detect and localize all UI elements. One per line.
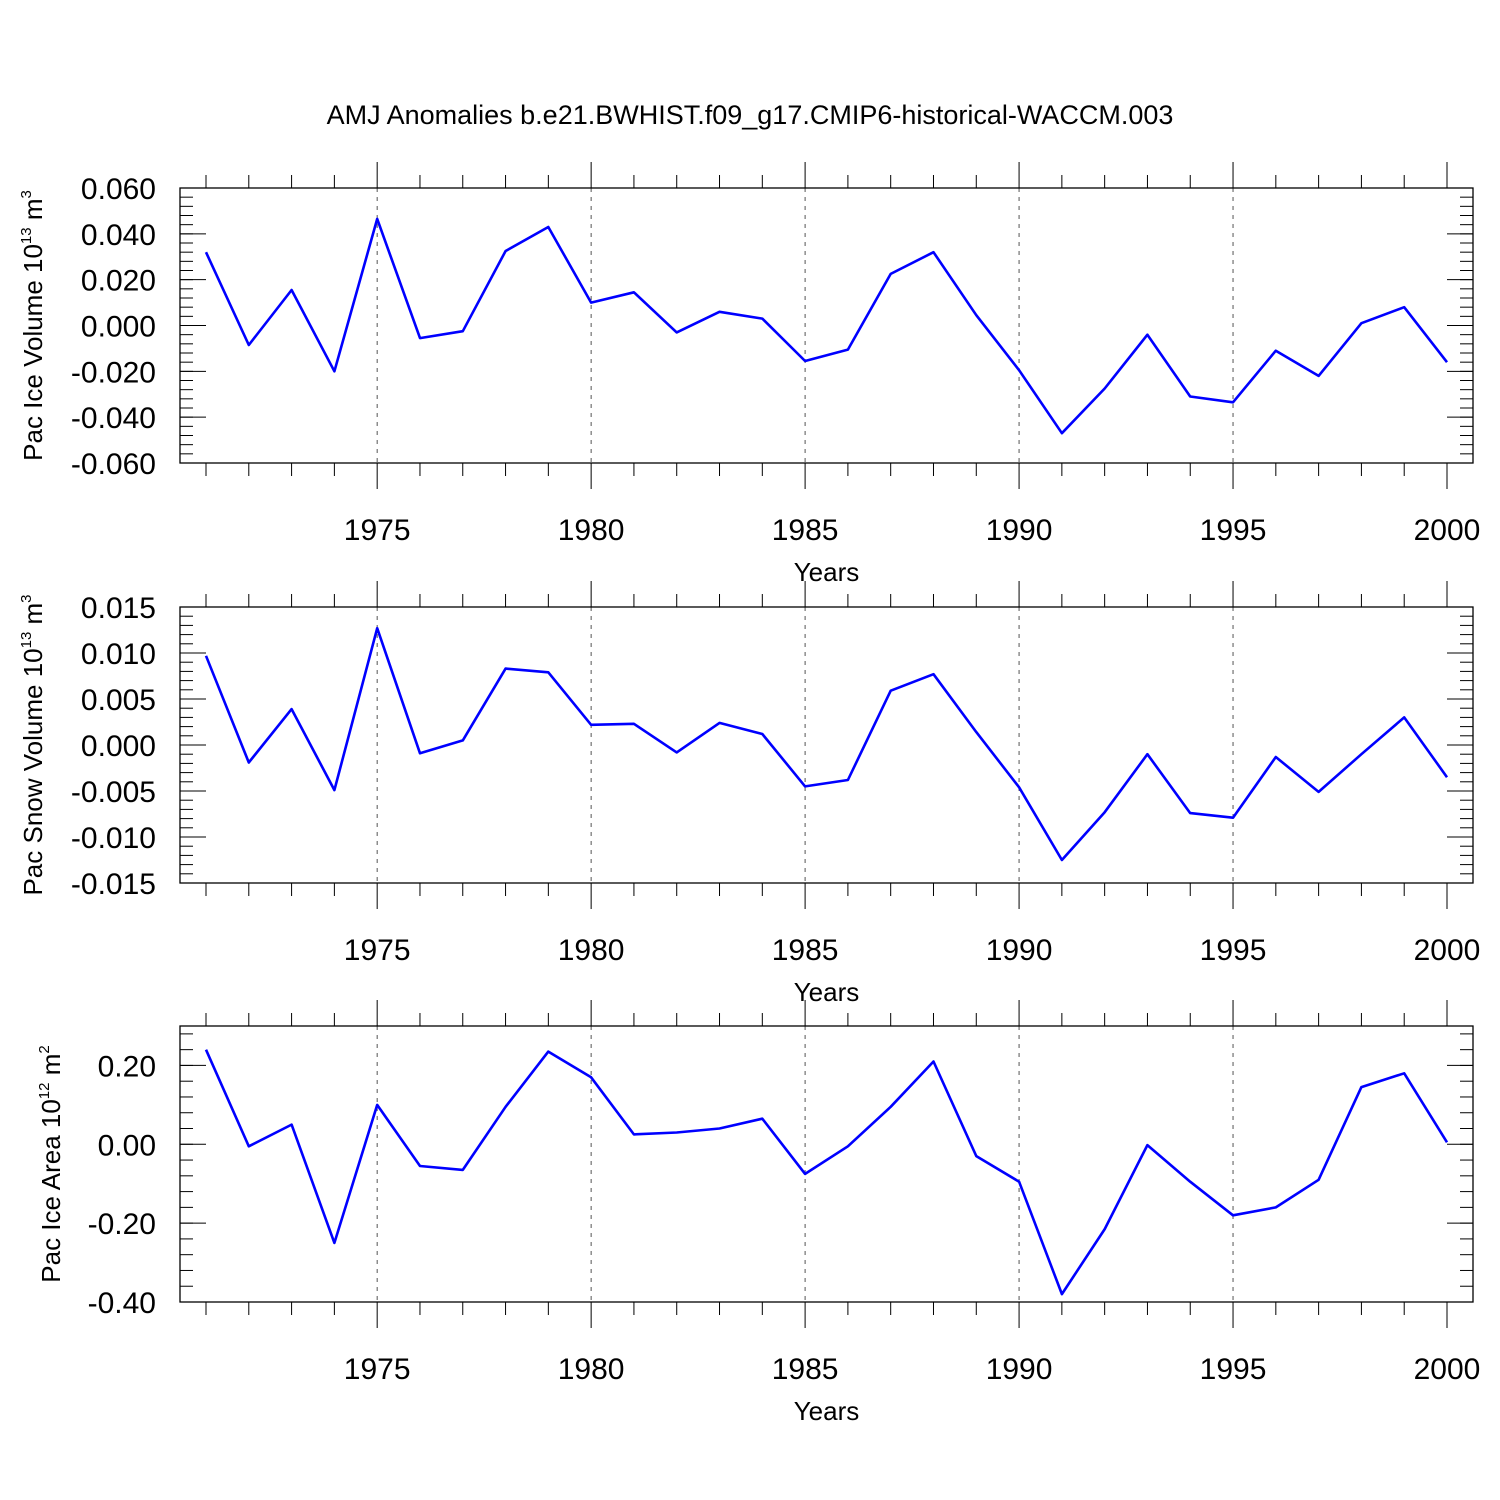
x-tick-label: 1990 — [986, 514, 1053, 547]
y-axis-title: Pac Ice Area 1012 m2 — [36, 1045, 66, 1282]
x-axis-title: Years — [794, 977, 860, 1007]
y-axis-title: Pac Snow Volume 1013 m3 — [18, 594, 48, 895]
x-tick-label: 1995 — [1200, 934, 1267, 967]
x-tick-label: 1975 — [344, 1353, 411, 1386]
y-tick-label: 0.000 — [81, 730, 156, 763]
y-tick-label: -0.40 — [88, 1287, 156, 1320]
chart-panel-1: 1975 1980 1985 1990 1995 2000 0.060 0.040 0.020 0… — [18, 162, 1480, 587]
y-tick-label: 0.040 — [81, 219, 156, 252]
x-tick-label: 1980 — [558, 514, 625, 547]
x-tick-label: 1990 — [986, 934, 1053, 967]
y-tick-label: -0.060 — [71, 448, 156, 481]
plots-group: 1975 1980 1985 1990 1995 2000 0.060 0.040 0.020 0… — [18, 162, 1480, 1426]
x-tick-label: 1985 — [772, 514, 839, 547]
y-tick-label: 0.000 — [81, 311, 156, 344]
y-tick-label: -0.005 — [71, 776, 156, 809]
x-tick-label: 1985 — [772, 1353, 839, 1386]
x-tick-label: 1995 — [1200, 514, 1267, 547]
figure-title: AMJ Anomalies b.e21.BWHIST.f09_g17.CMIP6… — [327, 100, 1174, 130]
y-tick-label: 0.20 — [98, 1050, 156, 1083]
x-tick-label: 1995 — [1200, 1353, 1267, 1386]
x-tick-label: 2000 — [1414, 934, 1481, 967]
x-axis-title: Years — [794, 557, 860, 587]
y-tick-label: 0.00 — [98, 1129, 156, 1162]
plot-frame — [179, 606, 1474, 884]
chart-panel-2: 1975 1980 1985 1990 1995 2000 0.015 0.010 0.005 0… — [18, 581, 1480, 1007]
y-tick-label: 0.005 — [81, 684, 156, 717]
x-axis-title: Years — [794, 1396, 860, 1426]
x-tick-label: 1990 — [986, 1353, 1053, 1386]
series-line — [204, 1049, 1449, 1296]
x-tick-label: 1975 — [344, 514, 411, 547]
x-tick-label: 2000 — [1414, 1353, 1481, 1386]
plot-frame — [179, 1025, 1474, 1303]
x-tick-label: 1980 — [558, 934, 625, 967]
y-tick-label: 0.015 — [81, 592, 156, 625]
x-tick-label: 1980 — [558, 1353, 625, 1386]
y-tick-label: -0.015 — [71, 868, 156, 901]
series-line — [204, 217, 1449, 435]
y-tick-label: 0.060 — [81, 173, 156, 206]
y-tick-label: 0.010 — [81, 638, 156, 671]
y-tick-label: -0.040 — [71, 402, 156, 435]
chart-panel-3: 1975 1980 1985 1990 1995 2000 0.20 0.00 -0.20 -0.… — [36, 1000, 1480, 1426]
y-tick-label: -0.20 — [88, 1208, 156, 1241]
x-tick-label: 1975 — [344, 934, 411, 967]
series-line — [204, 626, 1449, 862]
x-tick-label: 2000 — [1414, 514, 1481, 547]
y-tick-label: 0.020 — [81, 265, 156, 298]
y-tick-label: -0.020 — [71, 356, 156, 389]
x-tick-label: 1985 — [772, 934, 839, 967]
y-tick-label: -0.010 — [71, 822, 156, 855]
y-axis-title: Pac Ice Volume 1013 m3 — [18, 190, 48, 461]
